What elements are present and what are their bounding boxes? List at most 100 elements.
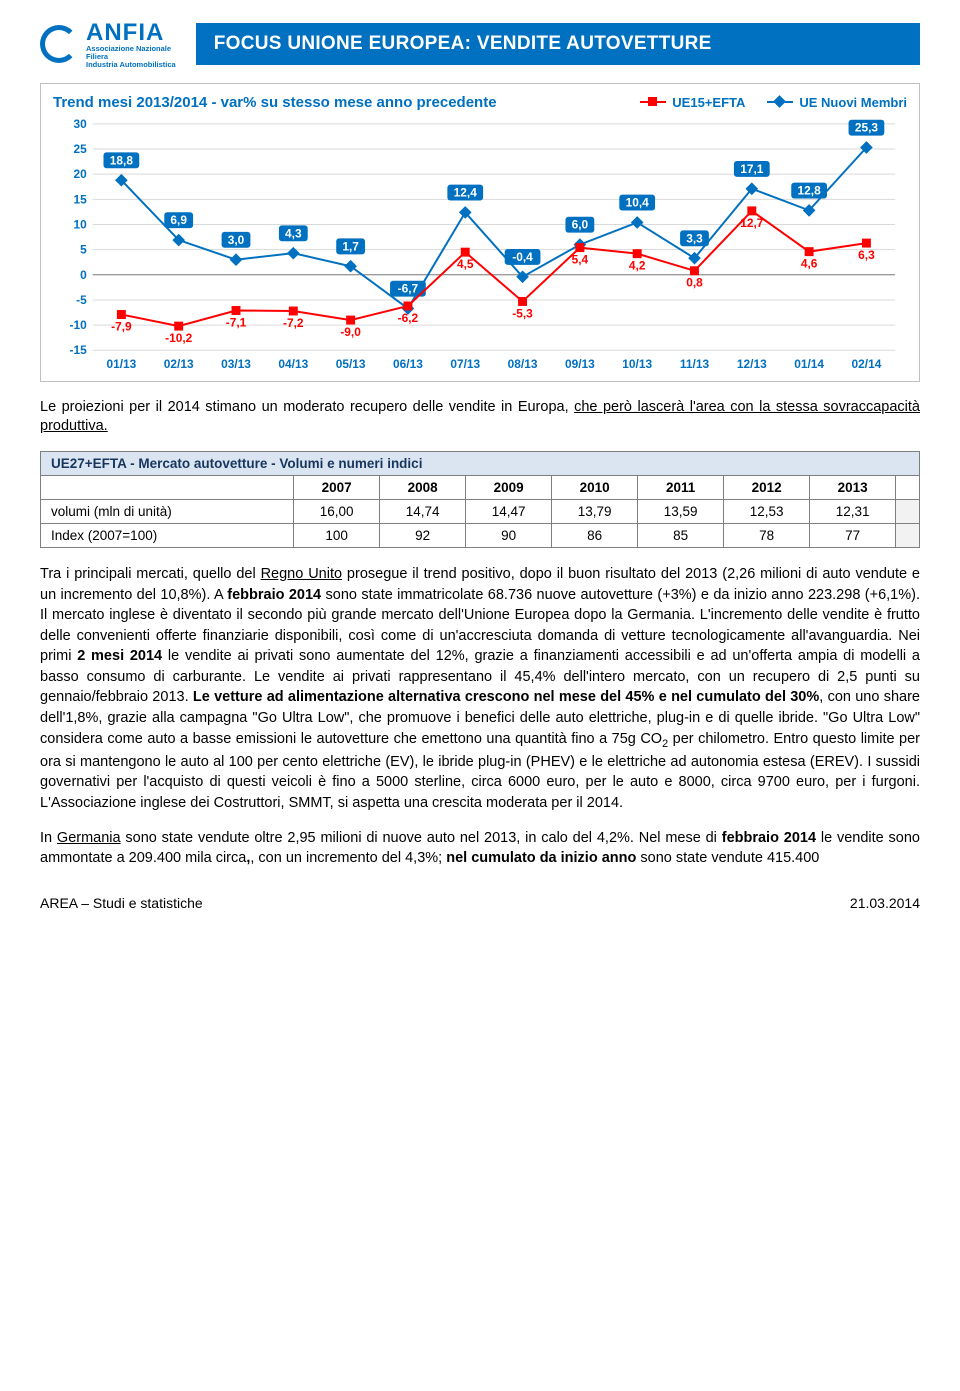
- legend-item-b: UE Nuovi Membri: [767, 95, 907, 110]
- page-footer: AREA – Studi e statistiche 21.03.2014: [40, 895, 920, 911]
- svg-text:5,4: 5,4: [572, 252, 589, 266]
- svg-text:30: 30: [74, 117, 88, 131]
- svg-text:-5,3: -5,3: [512, 306, 533, 320]
- table-cell: 14,47: [466, 499, 552, 523]
- svg-text:-6,7: -6,7: [398, 281, 419, 295]
- svg-text:4,5: 4,5: [457, 257, 474, 271]
- legend-label-a: UE15+EFTA: [672, 95, 745, 110]
- table-cell: 12,31: [810, 499, 896, 523]
- footer-left: AREA – Studi e statistiche: [40, 895, 203, 911]
- intro-a: Le proiezioni per il 2014 stimano un mod…: [40, 399, 574, 415]
- svg-text:01/14: 01/14: [794, 357, 824, 371]
- svg-text:0,8: 0,8: [686, 275, 703, 289]
- table-row-label: volumi (mln di unità): [41, 499, 294, 523]
- svg-text:18,8: 18,8: [110, 153, 134, 167]
- legend-item-a: UE15+EFTA: [640, 95, 745, 110]
- svg-text:-9,0: -9,0: [340, 325, 361, 339]
- table-year-header: 2011: [638, 475, 724, 499]
- svg-text:15: 15: [74, 192, 88, 206]
- svg-text:5: 5: [80, 242, 87, 256]
- svg-text:20: 20: [74, 167, 88, 181]
- chart-canvas: -15 -10 -5 0 5 10 15 20 25 30 01/13 02/13 03/13 04/13…: [53, 115, 907, 375]
- svg-text:06/13: 06/13: [393, 357, 423, 371]
- page-header: ANFIA Associazione Nazionale Filiera Ind…: [40, 20, 920, 69]
- svg-text:-10: -10: [70, 318, 88, 332]
- svg-text:12/13: 12/13: [737, 357, 767, 371]
- paragraph-uk: Tra i principali mercati, quello del Reg…: [40, 564, 920, 814]
- trend-chart: Trend mesi 2013/2014 - var% su stesso me…: [40, 83, 920, 382]
- svg-text:6,3: 6,3: [858, 248, 875, 262]
- table-title: UE27+EFTA - Mercato autovetture - Volumi…: [41, 451, 920, 475]
- svg-text:6,0: 6,0: [572, 218, 589, 232]
- svg-text:0: 0: [80, 268, 87, 282]
- logo-text: ANFIA Associazione Nazionale Filiera Ind…: [86, 20, 176, 69]
- svg-text:12,8: 12,8: [798, 183, 822, 197]
- svg-text:12,7: 12,7: [740, 216, 764, 230]
- index-table: UE27+EFTA - Mercato autovetture - Volumi…: [40, 451, 920, 548]
- svg-text:-15: -15: [70, 343, 88, 357]
- table-corner: [41, 475, 294, 499]
- svg-text:-10,2: -10,2: [165, 331, 193, 345]
- page-title: FOCUS UNIONE EUROPEA: VENDITE AUTOVETTUR…: [196, 23, 920, 65]
- table-cell: 14,74: [380, 499, 466, 523]
- svg-text:4,6: 4,6: [801, 256, 818, 270]
- svg-text:-0,4: -0,4: [512, 250, 533, 264]
- table-cell: 78: [724, 523, 810, 547]
- table-header-row: 2007200820092010201120122013: [41, 475, 920, 499]
- svg-text:-7,1: -7,1: [226, 315, 247, 329]
- logo: ANFIA Associazione Nazionale Filiera Ind…: [40, 20, 176, 69]
- legend-label-b: UE Nuovi Membri: [799, 95, 907, 110]
- table-year-header: 2013: [810, 475, 896, 499]
- svg-text:12,4: 12,4: [454, 185, 478, 199]
- footer-right: 21.03.2014: [850, 895, 920, 911]
- chart-svg: -15 -10 -5 0 5 10 15 20 25 30 01/13 02/13 03/13 04/13…: [53, 115, 907, 375]
- logo-main: ANFIA: [86, 20, 176, 45]
- table-year-header: 2012: [724, 475, 810, 499]
- svg-text:08/13: 08/13: [508, 357, 538, 371]
- svg-text:10: 10: [74, 217, 88, 231]
- svg-text:4,2: 4,2: [629, 258, 646, 272]
- svg-text:-7,9: -7,9: [111, 319, 132, 333]
- svg-text:25,3: 25,3: [855, 120, 879, 134]
- table-cell: 13,79: [552, 499, 638, 523]
- svg-text:11/13: 11/13: [680, 357, 710, 371]
- table-cell: 16,00: [294, 499, 380, 523]
- table-cell: 90: [466, 523, 552, 547]
- paragraph-de: In Germania sono state vendute oltre 2,9…: [40, 828, 920, 869]
- svg-text:01/13: 01/13: [106, 357, 136, 371]
- logo-icon: [40, 25, 78, 63]
- svg-text:10,4: 10,4: [626, 195, 650, 209]
- svg-text:10/13: 10/13: [622, 357, 652, 371]
- table-cell: 100: [294, 523, 380, 547]
- table-year-header: 2007: [294, 475, 380, 499]
- svg-text:02/13: 02/13: [164, 357, 194, 371]
- svg-text:03/13: 03/13: [221, 357, 251, 371]
- table-cell: 85: [638, 523, 724, 547]
- svg-text:3,0: 3,0: [228, 233, 245, 247]
- table-cell: 92: [380, 523, 466, 547]
- table-row: volumi (mln di unità)16,0014,7414,4713,7…: [41, 499, 920, 523]
- intro-paragraph: Le proiezioni per il 2014 stimano un mod…: [40, 398, 920, 437]
- logo-sub3: Industria Automobilistica: [86, 61, 176, 69]
- svg-text:05/13: 05/13: [336, 357, 366, 371]
- table-year-header: 2008: [380, 475, 466, 499]
- svg-text:09/13: 09/13: [565, 357, 595, 371]
- chart-title: Trend mesi 2013/2014 - var% su stesso me…: [53, 94, 497, 111]
- table-cell: 86: [552, 523, 638, 547]
- svg-text:-5: -5: [76, 293, 87, 307]
- table-year-header: 2009: [466, 475, 552, 499]
- svg-text:4,3: 4,3: [285, 226, 302, 240]
- svg-text:-7,2: -7,2: [283, 316, 304, 330]
- svg-text:02/14: 02/14: [852, 357, 882, 371]
- table-year-header: 2010: [552, 475, 638, 499]
- svg-text:25: 25: [74, 142, 88, 156]
- svg-text:1,7: 1,7: [342, 239, 359, 253]
- table-row-label: Index (2007=100): [41, 523, 294, 547]
- svg-text:3,3: 3,3: [686, 231, 703, 245]
- table-cell: 77: [810, 523, 896, 547]
- table-cell: 13,59: [638, 499, 724, 523]
- svg-text:07/13: 07/13: [450, 357, 480, 371]
- svg-text:04/13: 04/13: [278, 357, 308, 371]
- chart-legend: UE15+EFTA UE Nuovi Membri: [640, 95, 907, 110]
- svg-text:17,1: 17,1: [740, 162, 764, 176]
